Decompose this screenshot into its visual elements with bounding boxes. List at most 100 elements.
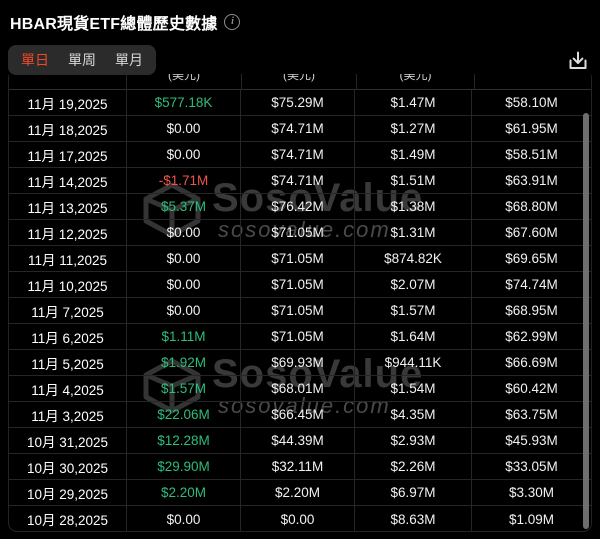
date-cell: 10月 28,2025 bbox=[26, 513, 109, 528]
table-row: 10月 28,2025 $0.00 $0.00 $8.63M $1.09M bbox=[9, 506, 591, 531]
table-row: 11月 17,2025 $0.00 $74.71M $1.49M $58.51M bbox=[9, 142, 591, 168]
page-header: HBAR現貨ETF總體歷史數據 i bbox=[10, 10, 241, 34]
value-cell: $0.00 bbox=[126, 506, 240, 531]
date-cell: 11月 12,2025 bbox=[27, 226, 108, 242]
value-cell: $2.93M bbox=[354, 428, 471, 453]
value-cell: $32.11M bbox=[240, 454, 354, 479]
value-cell: $577.18K bbox=[126, 90, 240, 115]
date-cell: 11月 14,2025 bbox=[27, 174, 108, 190]
value-cell: $69.65M bbox=[471, 246, 591, 271]
table-row: 11月 3,2025 $22.06M $66.45M $4.35M $63.75M bbox=[9, 402, 591, 428]
tab-weekly[interactable]: 單周 bbox=[68, 52, 96, 68]
info-icon[interactable]: i bbox=[224, 14, 241, 30]
value-cell: $1.54M bbox=[354, 376, 471, 401]
table-row: 11月 18,2025 $0.00 $74.71M $1.27M $61.95M bbox=[9, 116, 591, 142]
date-cell: 10月 31,2025 bbox=[26, 434, 109, 450]
value-cell: $1.27M bbox=[354, 116, 471, 141]
table-row: 11月 12,2025 $0.00 $71.05M $1.31M $67.60M bbox=[9, 220, 591, 246]
header-cell: (美元) bbox=[356, 74, 474, 90]
tab-daily[interactable]: 單日 bbox=[21, 52, 49, 68]
value-cell: $2.20M bbox=[126, 480, 240, 505]
date-cell: 11月 5,2025 bbox=[31, 356, 104, 372]
header-cell: (美元) bbox=[241, 74, 356, 90]
value-cell: $0.00 bbox=[126, 142, 240, 167]
value-cell: $33.05M bbox=[471, 454, 591, 479]
date-cell: 11月 7,2025 bbox=[31, 304, 104, 320]
value-cell: $944.11K bbox=[354, 350, 471, 375]
date-cell: 11月 10,2025 bbox=[27, 278, 108, 294]
value-cell: $44.39M bbox=[240, 428, 354, 453]
value-cell: $1.49M bbox=[354, 142, 471, 167]
header-cell bbox=[9, 74, 126, 90]
value-cell: $67.60M bbox=[471, 220, 591, 245]
table-body: 11月 19,2025 $577.18K $75.29M $1.47M $58.10M 1… bbox=[9, 90, 591, 531]
value-cell: $66.69M bbox=[471, 350, 591, 375]
date-cell: 11月 18,2025 bbox=[27, 122, 108, 138]
value-cell: $68.01M bbox=[240, 376, 354, 401]
value-cell: $0.00 bbox=[126, 298, 240, 323]
value-cell: $4.35M bbox=[354, 402, 471, 427]
value-cell: $2.20M bbox=[240, 480, 354, 505]
value-cell: $71.05M bbox=[240, 246, 354, 271]
table-row: 11月 13,2025 $5.37M $76.42M $1.38M $68.80M bbox=[9, 194, 591, 220]
table-row: 11月 10,2025 $0.00 $71.05M $2.07M $74.74M bbox=[9, 272, 591, 298]
table-row: 10月 29,2025 $2.20M $2.20M $6.97M $3.30M bbox=[9, 480, 591, 506]
etf-history-table: SosoValue sosovalue.com SosoValue sosova… bbox=[8, 74, 592, 532]
value-cell: $63.75M bbox=[471, 402, 591, 427]
value-cell: $66.45M bbox=[240, 402, 354, 427]
date-cell: 10月 30,2025 bbox=[26, 460, 109, 476]
date-cell: 11月 19,2025 bbox=[27, 96, 108, 112]
value-cell: $1.92M bbox=[126, 350, 240, 375]
value-cell: $58.10M bbox=[471, 90, 591, 115]
value-cell: $71.05M bbox=[240, 220, 354, 245]
table-header-clipped: (美元) (美元) (美元) bbox=[9, 74, 591, 90]
value-cell: $75.29M bbox=[240, 90, 354, 115]
value-cell: $1.31M bbox=[354, 220, 471, 245]
date-cell: 11月 4,2025 bbox=[31, 382, 104, 398]
value-cell: $0.00 bbox=[240, 506, 354, 531]
value-cell: $45.93M bbox=[471, 428, 591, 453]
value-cell: $6.97M bbox=[354, 480, 471, 505]
value-cell: $68.80M bbox=[471, 194, 591, 219]
table-row: 11月 6,2025 $1.11M $71.05M $1.64M $62.99M bbox=[9, 324, 591, 350]
value-cell: $3.30M bbox=[471, 480, 591, 505]
value-cell: $71.05M bbox=[240, 324, 354, 349]
table-row: 11月 14,2025 -$1.71M $74.71M $1.51M $63.91M bbox=[9, 168, 591, 194]
value-cell: $1.64M bbox=[354, 324, 471, 349]
date-cell: 11月 11,2025 bbox=[27, 252, 108, 268]
date-cell: 10月 29,2025 bbox=[26, 486, 109, 502]
value-cell: $2.26M bbox=[354, 454, 471, 479]
value-cell: $1.09M bbox=[471, 506, 591, 531]
header-cell bbox=[474, 74, 591, 90]
value-cell: $74.71M bbox=[240, 116, 354, 141]
value-cell: $1.57M bbox=[354, 298, 471, 323]
date-cell: 11月 6,2025 bbox=[31, 330, 104, 346]
value-cell: $74.71M bbox=[240, 168, 354, 193]
value-cell: $0.00 bbox=[126, 220, 240, 245]
value-cell: $63.91M bbox=[471, 168, 591, 193]
header-cell: (美元) bbox=[126, 74, 241, 90]
value-cell: $1.57M bbox=[126, 376, 240, 401]
value-cell: $0.00 bbox=[126, 272, 240, 297]
vertical-scrollbar-thumb[interactable] bbox=[583, 113, 589, 529]
value-cell: $61.95M bbox=[471, 116, 591, 141]
value-cell: $1.47M bbox=[354, 90, 471, 115]
value-cell: $0.00 bbox=[126, 116, 240, 141]
value-cell: $0.00 bbox=[126, 246, 240, 271]
value-cell: $60.42M bbox=[471, 376, 591, 401]
tab-monthly[interactable]: 單月 bbox=[115, 52, 143, 68]
period-tab-group: 單日 單周 單月 bbox=[8, 45, 156, 75]
value-cell: $22.06M bbox=[126, 402, 240, 427]
value-cell: $1.51M bbox=[354, 168, 471, 193]
value-cell: $12.28M bbox=[126, 428, 240, 453]
value-cell: $1.11M bbox=[126, 324, 240, 349]
value-cell: $69.93M bbox=[240, 350, 354, 375]
value-cell: $76.42M bbox=[240, 194, 354, 219]
value-cell: $29.90M bbox=[126, 454, 240, 479]
download-icon[interactable] bbox=[566, 49, 590, 73]
value-cell: $1.38M bbox=[354, 194, 471, 219]
date-cell: 11月 13,2025 bbox=[27, 200, 108, 216]
date-cell: 11月 3,2025 bbox=[31, 408, 104, 424]
table-row: 11月 5,2025 $1.92M $69.93M $944.11K $66.69M bbox=[9, 350, 591, 376]
